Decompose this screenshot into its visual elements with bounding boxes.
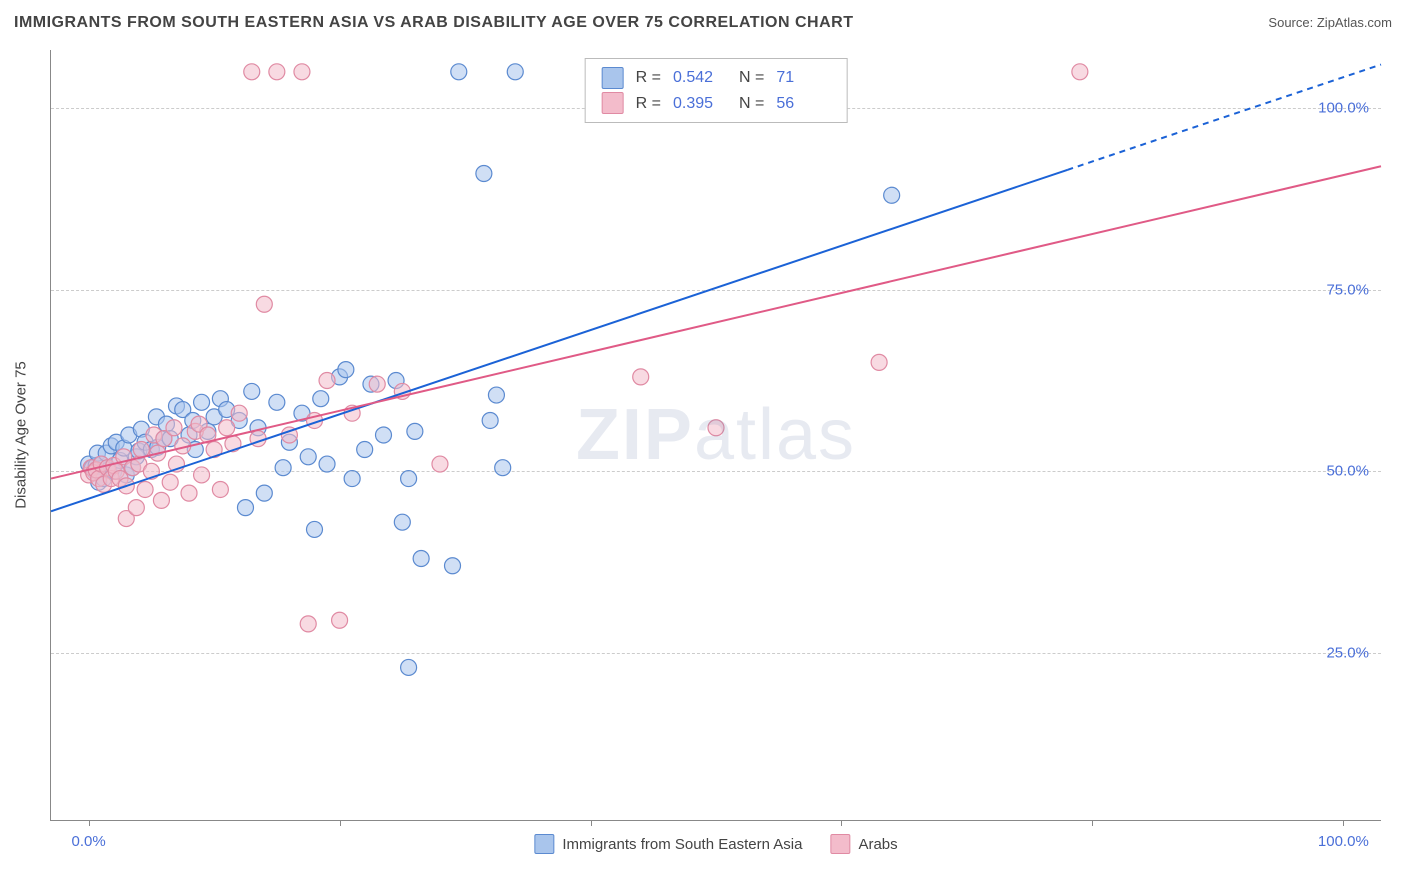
scatter-point — [194, 467, 210, 483]
stats-r-value-0: 0.542 — [673, 65, 727, 91]
source-attribution: Source: ZipAtlas.com — [1268, 15, 1392, 30]
scatter-point — [445, 558, 461, 574]
scatter-point — [244, 383, 260, 399]
title-bar: IMMIGRANTS FROM SOUTH EASTERN ASIA VS AR… — [14, 14, 1392, 32]
trend-line — [51, 170, 1067, 511]
stats-swatch-0 — [602, 67, 624, 89]
plot-area: Disability Age Over 75 25.0%50.0%75.0%10… — [50, 50, 1381, 821]
legend-swatch-0 — [534, 834, 554, 854]
bottom-legend: Immigrants from South Eastern Asia Arabs — [534, 834, 897, 854]
scatter-point — [401, 659, 417, 675]
scatter-point — [162, 474, 178, 490]
scatter-point — [476, 165, 492, 181]
stats-n-value-0: 71 — [776, 65, 830, 91]
trend-line-dashed — [1067, 65, 1381, 170]
scatter-point — [357, 442, 373, 458]
scatter-point — [256, 485, 272, 501]
scatter-point — [294, 64, 310, 80]
scatter-point — [300, 616, 316, 632]
scatter-point — [407, 423, 423, 439]
scatter-point — [482, 412, 498, 428]
source-label: Source: — [1268, 15, 1313, 30]
scatter-point — [369, 376, 385, 392]
scatter-point — [376, 427, 392, 443]
scatter-point — [269, 64, 285, 80]
scatter-point — [166, 420, 182, 436]
scatter-point — [319, 373, 335, 389]
scatter-point — [708, 420, 724, 436]
scatter-point — [884, 187, 900, 203]
scatter-point — [1072, 64, 1088, 80]
stats-swatch-1 — [602, 92, 624, 114]
scatter-point — [432, 456, 448, 472]
stats-n-value-1: 56 — [776, 91, 830, 117]
x-tick-mark — [89, 820, 90, 826]
x-tick-mark — [591, 820, 592, 826]
scatter-point — [871, 354, 887, 370]
legend-item-0: Immigrants from South Eastern Asia — [534, 834, 802, 854]
legend-label-1: Arabs — [858, 836, 897, 853]
scatter-point — [451, 64, 467, 80]
stats-r-label: R = — [636, 65, 661, 91]
scatter-point — [344, 471, 360, 487]
legend-swatch-1 — [830, 834, 850, 854]
scatter-points — [81, 64, 1088, 676]
scatter-point — [413, 550, 429, 566]
chart-title: IMMIGRANTS FROM SOUTH EASTERN ASIA VS AR… — [14, 14, 853, 32]
scatter-point — [237, 500, 253, 516]
scatter-point — [394, 514, 410, 530]
x-tick-mark — [340, 820, 341, 826]
scatter-point — [488, 387, 504, 403]
scatter-point — [153, 492, 169, 508]
y-axis-label: Disability Age Over 75 — [13, 361, 30, 509]
x-tick-mark — [1092, 820, 1093, 826]
scatter-point — [319, 456, 335, 472]
scatter-point — [194, 394, 210, 410]
scatter-point — [313, 391, 329, 407]
x-tick-label: 0.0% — [72, 833, 106, 850]
scatter-point — [300, 449, 316, 465]
legend-label-0: Immigrants from South Eastern Asia — [562, 836, 802, 853]
scatter-point — [256, 296, 272, 312]
chart-svg — [51, 50, 1381, 820]
scatter-point — [219, 420, 235, 436]
scatter-point — [507, 64, 523, 80]
scatter-point — [244, 64, 260, 80]
scatter-point — [338, 362, 354, 378]
scatter-point — [332, 612, 348, 628]
stats-row-0: R = 0.542 N = 71 — [602, 65, 831, 91]
scatter-point — [306, 521, 322, 537]
stats-n-label: N = — [739, 65, 764, 91]
stats-n-label: N = — [739, 91, 764, 117]
scatter-point — [401, 471, 417, 487]
stats-row-1: R = 0.395 N = 56 — [602, 91, 831, 117]
scatter-point — [137, 481, 153, 497]
stats-box: R = 0.542 N = 71 R = 0.395 N = 56 — [585, 58, 848, 123]
stats-r-label: R = — [636, 91, 661, 117]
x-tick-mark — [841, 820, 842, 826]
source-link[interactable]: ZipAtlas.com — [1317, 15, 1392, 30]
x-tick-mark — [1343, 820, 1344, 826]
scatter-point — [231, 405, 247, 421]
scatter-point — [269, 394, 285, 410]
scatter-point — [128, 500, 144, 516]
trend-lines — [51, 65, 1381, 512]
scatter-point — [275, 460, 291, 476]
stats-r-value-1: 0.395 — [673, 91, 727, 117]
scatter-point — [495, 460, 511, 476]
scatter-point — [212, 481, 228, 497]
scatter-point — [633, 369, 649, 385]
scatter-point — [181, 485, 197, 501]
x-tick-label: 100.0% — [1318, 833, 1369, 850]
legend-item-1: Arabs — [830, 834, 897, 854]
